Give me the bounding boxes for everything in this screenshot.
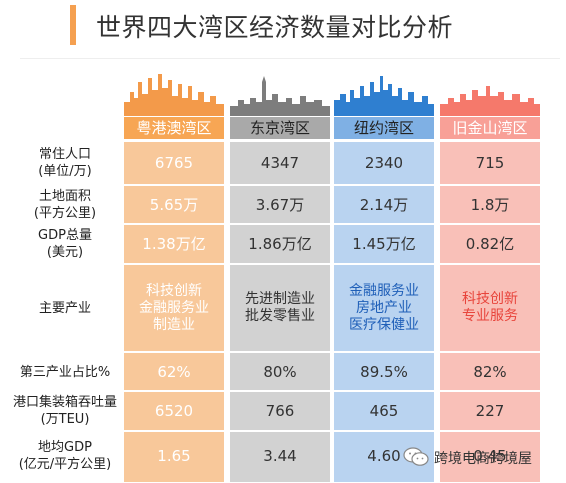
row-separator <box>230 390 330 392</box>
column-header-sanfrancisco: 旧金山湾区 <box>440 117 540 139</box>
row-label: 第三产业占比% <box>4 364 126 381</box>
cell-newyork: 金融服务业 房地产业 医疗保健业 <box>334 283 434 334</box>
skyline-sanfrancisco <box>440 72 540 116</box>
cell-guangdong: 62% <box>157 363 191 381</box>
row-separator <box>230 223 330 225</box>
cell-newyork: 2340 <box>364 154 404 172</box>
row-label-line: (万TEU) <box>40 412 90 427</box>
row-label: 主要产业 <box>4 300 126 317</box>
watermark-text: 跨境电商跨境屋 <box>434 451 532 467</box>
column-header-tokyo: 东京湾区 <box>230 117 330 139</box>
row-separator <box>124 263 224 265</box>
cell-sanfrancisco: 0.45 <box>473 447 507 465</box>
row-separator <box>124 223 224 225</box>
cell-line: 金融服务业 <box>349 282 419 299</box>
cell-sanfrancisco: 1.8万 <box>470 196 510 214</box>
row-label-line: (平方公里) <box>33 206 97 221</box>
cell-tokyo: 80% <box>263 363 297 381</box>
cell-sanfrancisco: 82% <box>473 363 507 381</box>
skyline-guangdong <box>124 72 224 116</box>
row-label-line: 地均GDP <box>38 440 92 455</box>
row-separator <box>230 430 330 432</box>
cell-line: 先进制造业 <box>245 291 315 307</box>
row-label-line: 土地面积 <box>38 189 91 204</box>
row-separator <box>334 184 434 186</box>
row-label-line: 主要产业 <box>38 300 91 316</box>
row-separator <box>230 351 330 353</box>
cell-line: 医疗保健业 <box>349 316 419 333</box>
row-separator <box>230 263 330 265</box>
row-separator <box>440 184 540 186</box>
cell-sanfrancisco: 715 <box>475 154 505 172</box>
column-background-sanfrancisco <box>440 142 540 482</box>
row-separator <box>124 390 224 392</box>
row-separator <box>440 351 540 353</box>
cell-line: 批发零售业 <box>245 308 315 324</box>
cell-newyork: 2.14万 <box>359 196 409 214</box>
cell-newyork: 1.45万亿 <box>352 235 416 253</box>
row-label-line: 第三产业占比% <box>19 364 111 380</box>
skyline-newyork <box>334 72 434 116</box>
row-separator <box>334 351 434 353</box>
cell-sanfrancisco: 0.82亿 <box>465 235 515 253</box>
column-background-guangdong <box>124 142 224 482</box>
column-background-newyork <box>334 142 434 482</box>
cell-guangdong: 1.65 <box>157 447 191 465</box>
row-separator <box>230 184 330 186</box>
column-header-newyork: 纽约湾区 <box>334 117 434 139</box>
row-label-line: (单位/万) <box>38 164 92 179</box>
row-separator <box>440 223 540 225</box>
row-separator <box>440 390 540 392</box>
cell-tokyo: 766 <box>265 402 295 420</box>
cell-tokyo: 先进制造业 批发零售业 <box>230 291 330 325</box>
skyline-tokyo <box>230 72 330 116</box>
cell-tokyo: 4347 <box>260 154 300 172</box>
wechat-icon <box>403 447 429 466</box>
cell-line: 专业服务 <box>462 308 518 324</box>
row-label: 常住人口 (单位/万) <box>4 146 126 180</box>
row-separator <box>124 351 224 353</box>
cell-tokyo: 1.86万亿 <box>248 235 312 253</box>
row-separator <box>124 430 224 432</box>
cell-newyork: 89.5% <box>360 363 408 381</box>
row-label-line: 港口集装箱吞吐量 <box>12 395 117 410</box>
cell-sanfrancisco: 227 <box>475 402 505 420</box>
cell-guangdong: 5.65万 <box>149 196 199 214</box>
row-separator <box>334 390 434 392</box>
row-label-line: 常住人口 <box>38 147 91 162</box>
page-title: 世界四大湾区经济数量对比分析 <box>96 13 454 42</box>
column-background-tokyo <box>230 142 330 482</box>
row-label-line: GDP总量 <box>38 228 92 243</box>
cell-guangdong: 科技创新 金融服务业 制造业 <box>124 283 224 334</box>
cell-line: 科技创新 <box>462 291 518 307</box>
row-separator <box>124 184 224 186</box>
cell-tokyo: 3.44 <box>263 447 297 465</box>
row-separator <box>334 430 434 432</box>
cell-tokyo: 3.67万 <box>255 196 305 214</box>
row-label: 土地面积 (平方公里) <box>4 188 126 222</box>
title-accent-bar <box>70 5 76 45</box>
cell-guangdong: 6520 <box>154 402 194 420</box>
column-header-guangdong: 粤港澳湾区 <box>124 117 224 139</box>
row-label-line: (亿元/平方公里) <box>18 457 112 472</box>
row-separator <box>440 263 540 265</box>
cell-line: 科技创新 <box>146 282 202 299</box>
row-separator <box>334 263 434 265</box>
row-label: GDP总量 (美元) <box>4 227 126 261</box>
row-separator <box>334 223 434 225</box>
cell-newyork: 4.60 <box>367 447 401 465</box>
cell-sanfrancisco: 科技创新 专业服务 <box>440 291 540 325</box>
cell-line: 房地产业 <box>356 299 412 316</box>
row-separator <box>440 430 540 432</box>
row-label-line: (美元) <box>46 245 84 260</box>
title-divider <box>20 58 560 59</box>
cell-line: 制造业 <box>153 316 195 333</box>
row-label: 港口集装箱吞吐量 (万TEU) <box>4 394 126 428</box>
cell-guangdong: 6765 <box>154 154 194 172</box>
row-label: 地均GDP (亿元/平方公里) <box>4 439 126 473</box>
cell-newyork: 465 <box>369 402 399 420</box>
cell-line: 金融服务业 <box>139 299 209 316</box>
cell-guangdong: 1.38万亿 <box>142 235 206 253</box>
